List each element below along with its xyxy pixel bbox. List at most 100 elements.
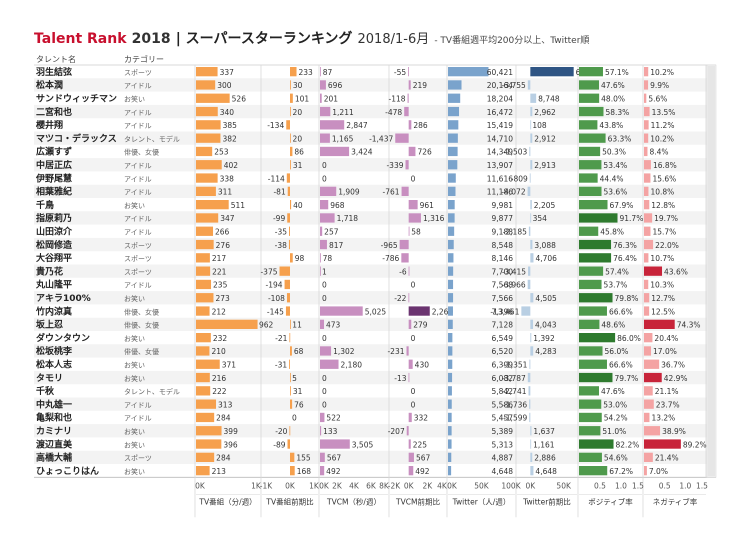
tick-label-tvcm: 4K	[349, 481, 360, 490]
value-twitter: 4,648	[492, 467, 514, 476]
bar-negative	[644, 133, 649, 143]
bar-tv	[196, 452, 215, 462]
value-negative: 43.6%	[664, 267, 688, 276]
talent-name: 丸山隆平	[35, 279, 72, 291]
value-tv: 347	[220, 214, 235, 223]
bar-tv	[196, 359, 220, 369]
value-positive: 48.0%	[601, 94, 625, 103]
value-tv: 385	[223, 121, 238, 130]
value-tvcm: 1,165	[332, 134, 354, 143]
bar-tvcm	[320, 319, 325, 329]
talent-category: スポーツ	[124, 255, 152, 263]
bar-negative	[644, 226, 651, 236]
value-tvcm_change: -761	[383, 188, 400, 197]
value-tv: 338	[220, 174, 235, 183]
bar-twitter_change	[530, 239, 533, 250]
value-twitter: 9,981	[492, 201, 514, 210]
talent-category: アイドル	[124, 82, 152, 90]
bar-tvcm_change	[408, 359, 413, 369]
bar-twitter_change	[530, 120, 532, 130]
value-tvcm: 1,211	[332, 108, 354, 117]
talent-category: スポーツ	[124, 455, 152, 463]
bar-positive	[579, 173, 598, 183]
value-tv: 221	[212, 267, 227, 276]
bar-twitter	[448, 439, 452, 449]
value-tv: 222	[212, 387, 227, 396]
bar-twitter	[448, 213, 455, 223]
bar-twitter_change	[529, 412, 531, 423]
value-positive: 51.0%	[602, 427, 626, 436]
title-note: - TV番組週平均200分以上、Twitter順	[434, 36, 590, 46]
value-twitter_change: 1,637	[533, 427, 555, 436]
value-twitter: 6,399	[492, 360, 514, 369]
value-tvcm: 1,302	[333, 347, 355, 356]
tick-label-tvcm_change: -2K	[388, 481, 401, 490]
value-twitter_change: 4,043	[535, 321, 557, 330]
value-tvcm_change: 0	[411, 334, 416, 343]
talent-category: アイドル	[124, 162, 152, 170]
title-year: 2018	[131, 31, 171, 47]
bar-tv	[196, 346, 210, 356]
value-tv: 284	[216, 454, 231, 463]
bar-negative	[644, 120, 649, 130]
axis-title-tv_change: TV番組前期比	[265, 496, 314, 506]
bar-positive	[579, 386, 599, 396]
value-twitter: 6,082	[492, 374, 514, 383]
bar-twitter_change	[528, 386, 531, 396]
value-tv_change: 20	[293, 108, 303, 117]
value-tvcm_change: -55	[394, 68, 406, 77]
tick-label-twitter: 0K	[447, 481, 458, 490]
value-twitter: 7,566	[492, 294, 514, 303]
bar-tv_change	[288, 239, 290, 250]
bar-twitter	[448, 386, 452, 396]
bar-twitter_change	[530, 452, 533, 462]
bar-tvcm	[320, 226, 323, 236]
bar-tvcm_change	[408, 306, 430, 316]
bar-tv_change	[286, 120, 290, 130]
value-tvcm: 522	[326, 414, 341, 423]
bar-tvcm	[320, 452, 325, 462]
bar-twitter_change	[530, 426, 532, 436]
value-tvcm: 0	[322, 294, 327, 303]
bar-tvcm_change	[408, 213, 421, 223]
talent-name: 松岡修造	[36, 239, 73, 251]
bar-twitter	[448, 93, 461, 103]
tick-label-tvcm: 0K	[319, 481, 330, 490]
bar-tvcm_change	[406, 426, 409, 436]
talent-name: マツコ・デラックス	[36, 132, 117, 144]
value-tv: 396	[223, 440, 238, 449]
bar-negative	[644, 452, 653, 462]
value-negative: 9.9%	[650, 81, 669, 90]
value-tv: 382	[222, 134, 237, 143]
bar-twitter	[448, 359, 453, 369]
value-tvcm: 257	[324, 227, 339, 236]
value-tv: 962	[259, 321, 274, 330]
value-positive: 53.6%	[604, 188, 628, 197]
bar-twitter	[448, 452, 452, 462]
bar-twitter	[448, 399, 452, 409]
value-twitter: 7,396	[492, 307, 514, 316]
bar-twitter	[448, 319, 453, 329]
talent-name: 高橋大輔	[36, 452, 72, 464]
bar-negative	[644, 213, 653, 223]
value-positive: 56.0%	[605, 347, 629, 356]
bar-twitter	[448, 266, 454, 276]
bar-negative	[644, 466, 647, 476]
value-tv: 402	[224, 161, 239, 170]
bar-tv_change	[290, 346, 292, 356]
talent-name: 山田涼介	[36, 225, 73, 237]
bar-negative	[644, 93, 647, 103]
talent-category: お笑い	[124, 94, 145, 103]
value-tv_change: 98	[295, 254, 305, 263]
value-negative: 11.2%	[651, 121, 675, 130]
value-tvcm_change: 0	[411, 174, 416, 183]
value-twitter: 11,186	[487, 188, 513, 197]
talent-category: タレント、モデル	[124, 134, 180, 143]
value-tvcm_change: -6	[399, 267, 407, 276]
value-twitter_change: -3,415	[502, 267, 526, 276]
value-positive: 63.3%	[608, 134, 632, 143]
value-tvcm: 0	[322, 281, 327, 290]
value-positive: 58.3%	[605, 108, 629, 117]
talent-category: アイドル	[124, 122, 152, 130]
value-tvcm: 0	[322, 161, 327, 170]
